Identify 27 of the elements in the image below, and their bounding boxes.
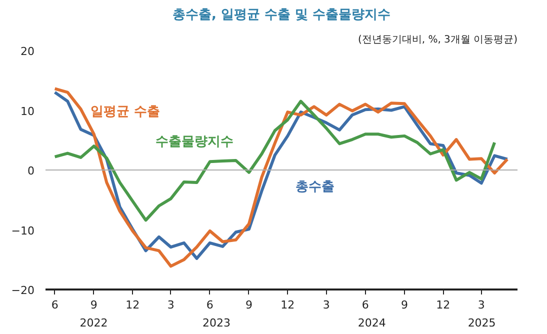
y-tick-label: 10 [20, 104, 35, 118]
text: 2022 [80, 316, 108, 330]
x-tick-label: 12 [436, 298, 450, 312]
text: 2025 [468, 316, 496, 330]
x-tick-label: 12 [126, 298, 140, 312]
x-tick-label: 9 [400, 298, 408, 312]
line-series [53, 100, 496, 222]
x-tick-label: 6 [51, 298, 58, 312]
x-tick-label: 3 [322, 298, 330, 312]
x-tick-label: 3 [478, 298, 485, 312]
y-tick-label: 20 [20, 45, 35, 58]
chart-subtitle: (전년동기대비, %, 3개월 이동평균) [358, 34, 518, 46]
text: 2023 [202, 316, 230, 330]
x-tick-label: 9 [90, 298, 98, 312]
x-tick-label: 12 [280, 298, 295, 312]
series-label: 수출물량지수 [156, 134, 234, 150]
text: 2024 [358, 316, 386, 330]
y-tick-label: −10 [11, 224, 35, 238]
x-tick-label: 3 [167, 298, 174, 312]
chart-title: 총수출, 일평균 수출 및 수출물량지수 [172, 8, 391, 22]
x-tick-label: 9 [246, 298, 252, 312]
y-tick-label: −20 [11, 284, 35, 297]
x-tick-label: 6 [362, 298, 369, 312]
y-tick-label: 0 [28, 164, 34, 178]
text: 총수출 [296, 180, 334, 194]
x-tick-label: 6 [206, 298, 214, 312]
series-label: 일평균 수출 [90, 104, 160, 120]
